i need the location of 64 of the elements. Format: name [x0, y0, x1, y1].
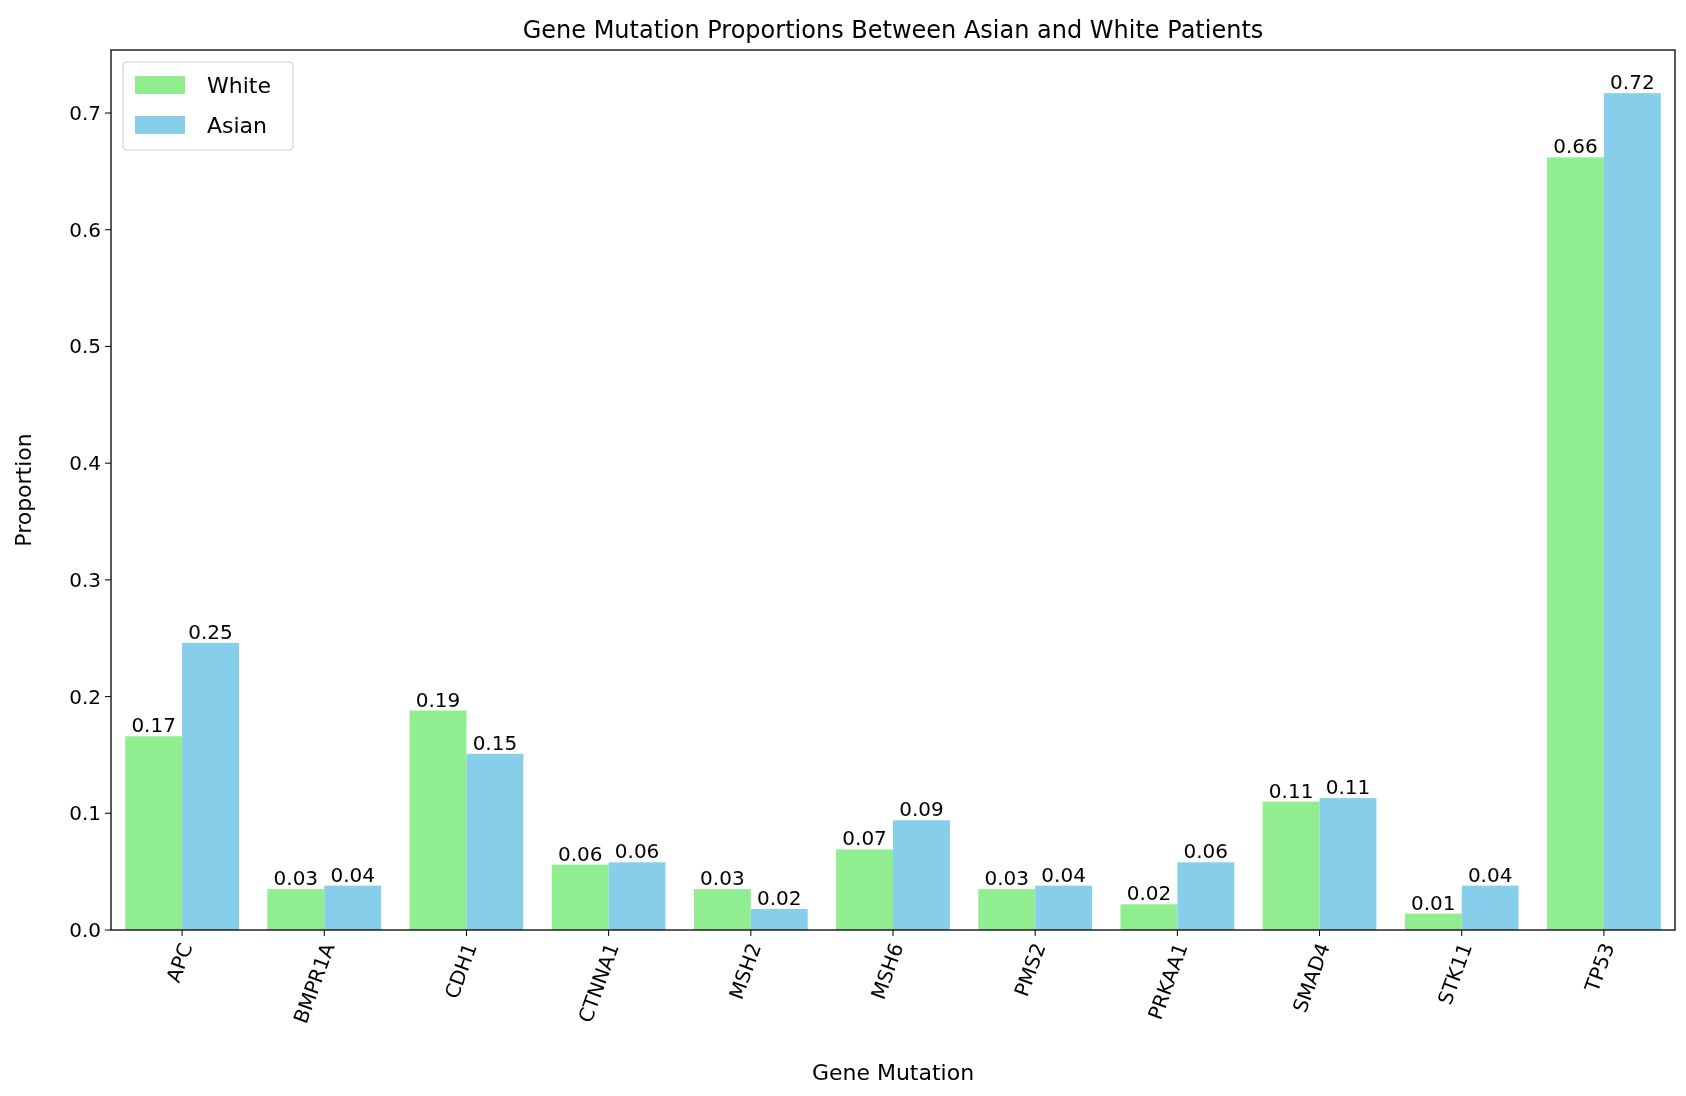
bar [608, 862, 666, 930]
x-axis-title: Gene Mutation [811, 1060, 975, 1085]
bar [750, 908, 808, 930]
x-tick-label: MSH2 [723, 939, 767, 1003]
y-tick-label: 0.4 [69, 451, 101, 476]
bar [1547, 157, 1604, 930]
data-label: 0.25 [188, 619, 233, 644]
bar [1262, 801, 1320, 930]
bar [182, 642, 239, 930]
x-tick-label: PMS2 [1009, 939, 1051, 1000]
bar [267, 889, 325, 930]
bar [1035, 885, 1093, 930]
y-tick-label: 0.2 [69, 684, 101, 709]
chart-title: Gene Mutation Proportions Between Asian and White Patients [522, 16, 1264, 44]
bar [324, 885, 382, 930]
data-label: 0.01 [1411, 890, 1456, 915]
bar [1120, 904, 1178, 930]
bar [836, 849, 893, 930]
bar [125, 736, 183, 930]
y-tick-label: 0.1 [69, 801, 101, 826]
data-label: 0.04 [330, 862, 375, 887]
x-tick-label: TP53 [1579, 939, 1620, 996]
bar [1603, 93, 1661, 930]
x-tick-label: MSH6 [865, 939, 909, 1003]
data-label: 0.06 [557, 841, 603, 866]
bar [466, 753, 524, 930]
data-label: 0.72 [1610, 70, 1655, 95]
y-axis-title: Proportion [11, 433, 36, 547]
bar [551, 864, 609, 930]
data-label: 0.03 [273, 866, 319, 891]
data-label: 0.03 [984, 866, 1030, 891]
y-tick-label: 0.3 [69, 567, 101, 592]
bar [693, 889, 751, 930]
data-label: 0.07 [842, 826, 887, 851]
data-label: 0.02 [1126, 881, 1172, 906]
bar [1177, 862, 1235, 930]
data-label: 0.15 [472, 730, 518, 755]
data-label: 0.04 [1467, 862, 1513, 887]
legend-label: White [207, 72, 271, 98]
bar [893, 820, 950, 930]
bar [1319, 798, 1377, 930]
data-label: 0.06 [614, 839, 660, 864]
data-label: 0.11 [1325, 775, 1371, 800]
y-tick-label: 0.6 [69, 217, 101, 242]
data-label: 0.17 [131, 713, 176, 738]
x-tick-label: CDH1 [439, 939, 482, 1002]
bar [978, 889, 1036, 930]
data-label: 0.04 [1041, 862, 1086, 887]
legend-label: Asian [207, 112, 268, 138]
x-tick-label: STK11 [1432, 939, 1477, 1008]
data-label: 0.02 [756, 885, 802, 910]
bar [1461, 885, 1519, 930]
y-tick-label: 0.5 [69, 334, 101, 359]
data-label: 0.09 [899, 797, 944, 822]
x-tick-label: APC [161, 939, 198, 986]
data-label: 0.11 [1268, 778, 1314, 803]
y-tick-label: 0.7 [69, 101, 101, 126]
data-label: 0.66 [1553, 134, 1598, 159]
bar [409, 710, 467, 930]
y-tick-label: 0.0 [69, 918, 101, 942]
data-label: 0.19 [415, 687, 461, 712]
data-label: 0.06 [1183, 839, 1229, 864]
data-label: 0.03 [700, 866, 745, 891]
bar [1404, 913, 1462, 930]
